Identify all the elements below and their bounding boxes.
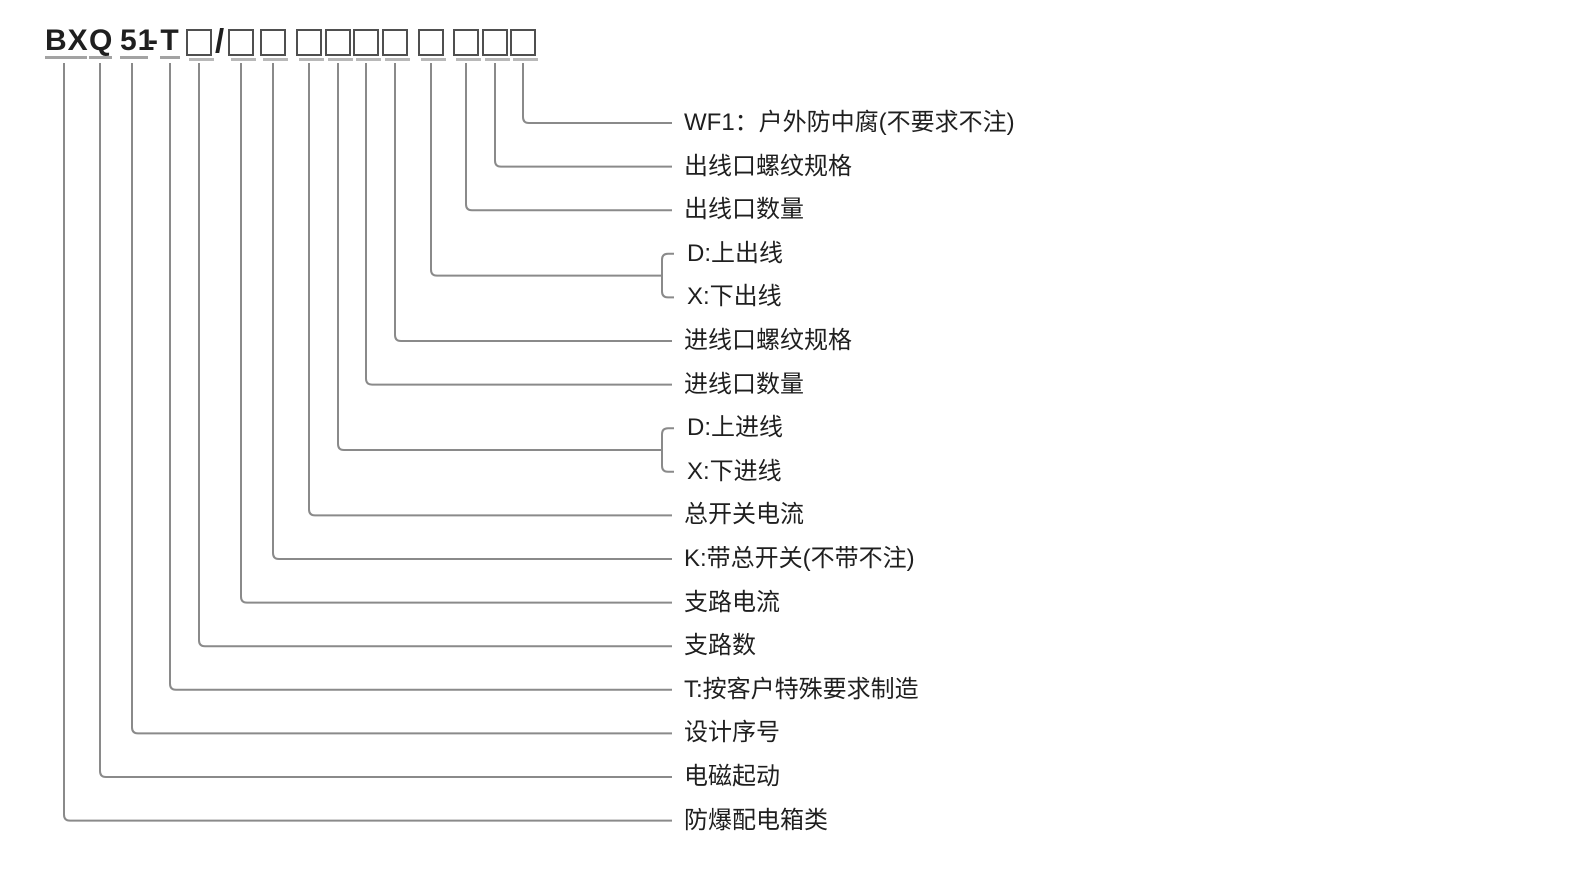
bracket-label-top: D:上进线 (687, 414, 783, 442)
code-box (296, 29, 324, 61)
bracket-label-bottom: X:下进线 (687, 457, 782, 485)
code-box (510, 29, 538, 61)
code-box (325, 29, 353, 61)
branch-label: 进线口数量 (684, 370, 804, 398)
code-separator-slash: / (215, 22, 225, 59)
code-box (382, 29, 410, 61)
bracket-label-top: D:上出线 (687, 239, 783, 267)
branch-label: 出线口数量 (684, 196, 804, 224)
branch-label: 总开关电流 (684, 501, 804, 529)
code-segment-t: T (160, 24, 180, 59)
bracket-label-bottom: X:下出线 (687, 283, 782, 311)
code-box (228, 29, 256, 61)
branch-label: K:带总开关(不带不注) (684, 545, 915, 572)
code-box (482, 29, 510, 61)
branch-label: WF1：户外防中腐(不要求不注) (684, 109, 1015, 136)
code-box (418, 29, 446, 61)
branch-label: 设计序号 (684, 719, 780, 747)
code-box (453, 29, 481, 61)
branch-label: 支路电流 (684, 588, 780, 616)
branch-label: 电磁起动 (684, 763, 780, 790)
code-box (260, 29, 288, 61)
code-box (353, 29, 381, 61)
code-segment-hyphen: - (148, 24, 159, 57)
branch-label: 支路数 (684, 632, 756, 660)
code-segment-51: 51 (120, 24, 156, 59)
branch-label: 防爆配电箱类 (684, 806, 828, 834)
code-box (186, 29, 214, 61)
code-segment-q: Q (89, 24, 114, 59)
branch-label: T:按客户特殊要求制造 (684, 675, 919, 703)
branch-label: 进线口螺纹规格 (684, 327, 852, 354)
code-segment-bx: BX (45, 24, 89, 59)
branch-label: 出线口螺纹规格 (684, 152, 852, 180)
